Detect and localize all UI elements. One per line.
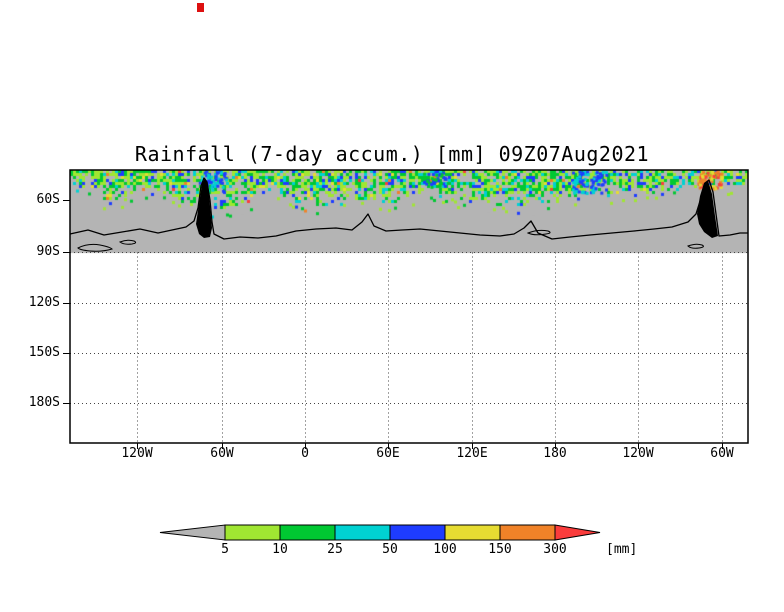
- chart-title: Rainfall (7-day accum.) [mm] 09Z07Aug202…: [134, 142, 650, 166]
- x-axis-label: 120W: [121, 446, 153, 461]
- legend-tick-label: 100: [433, 542, 457, 557]
- legend-tick-label: 50: [382, 542, 398, 557]
- y-axis-label: 90S: [36, 244, 60, 259]
- legend-unit-label: [mm]: [606, 542, 638, 557]
- y-axis-label: 60S: [36, 192, 60, 207]
- x-axis-label: 60W: [710, 446, 734, 461]
- antarctic-coastline: [69, 177, 748, 252]
- x-axis-label: 60E: [376, 446, 400, 461]
- x-axis-label: 0: [301, 446, 309, 461]
- legend-tick-label: 300: [543, 542, 567, 557]
- legend-tick-label: 150: [488, 542, 512, 557]
- x-axis-label: 120W: [622, 446, 654, 461]
- legend-tick-label: 10: [272, 542, 288, 557]
- legend-tick-label: 25: [327, 542, 343, 557]
- top-red-mark: [197, 3, 204, 12]
- axis-ticks: [63, 200, 723, 449]
- grid-lines: [70, 252, 748, 443]
- x-axis-label: 120E: [456, 446, 488, 461]
- plot-frame: [69, 169, 749, 444]
- y-axis-label: 150S: [28, 345, 60, 360]
- legend-colorbar: [159, 524, 601, 541]
- x-axis-label: 180: [543, 446, 567, 461]
- y-axis-label: 180S: [28, 395, 60, 410]
- legend-tick-label: 5: [221, 542, 229, 557]
- x-axis-label: 60W: [210, 446, 234, 461]
- y-axis-label: 120S: [28, 295, 60, 310]
